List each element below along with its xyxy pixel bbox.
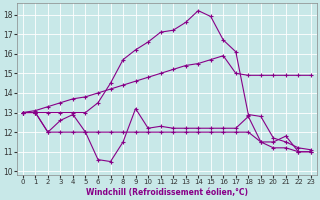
X-axis label: Windchill (Refroidissement éolien,°C): Windchill (Refroidissement éolien,°C) xyxy=(86,188,248,197)
